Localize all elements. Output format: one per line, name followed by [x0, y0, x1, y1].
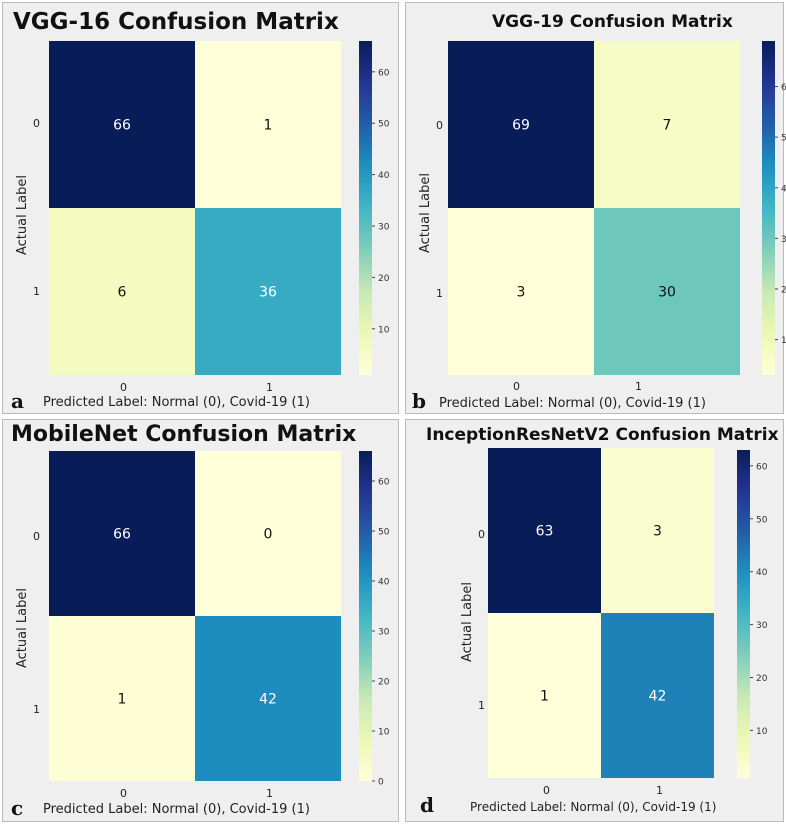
cell-value-label: 7	[663, 118, 672, 134]
cell-value-label: 36	[259, 285, 277, 301]
heatmap-cell-r1-c1	[195, 208, 341, 375]
cell-value-label: 42	[649, 689, 667, 705]
colorbar-tick-label: 10	[781, 336, 786, 346]
cell-value-label: 1	[264, 118, 273, 134]
panel-a: VGG-16 Confusion Matrix Actual Label 0 1…	[2, 2, 399, 414]
colorbar-tick-label: 30	[378, 222, 390, 232]
heatmap-cell-r1-c0	[49, 616, 195, 781]
cell-value-label: 66	[113, 527, 131, 543]
x-axis-label: Predicted Label: Normal (0), Covid-19 (1…	[439, 396, 706, 411]
colorbar	[359, 451, 372, 781]
heatmap-cell-r1-c1	[594, 208, 740, 375]
x-tick-0: 0	[543, 784, 550, 797]
x-tick-0: 0	[120, 381, 127, 394]
x-tick-1: 1	[266, 381, 273, 394]
y-tick-0: 0	[436, 119, 443, 132]
x-tick-1: 1	[266, 787, 273, 800]
colorbar-tick-label: 10	[378, 325, 390, 335]
cell-value-label: 3	[653, 524, 662, 540]
heatmap-cell-r1-c1	[601, 613, 714, 778]
cell-value-label: 0	[264, 527, 273, 543]
colorbar-tick-label: 20	[756, 674, 768, 684]
x-tick-0: 0	[513, 380, 520, 393]
cell-value-label: 42	[259, 692, 277, 708]
panel-b: VGG-19 Confusion Matrix Actual Label 0 1…	[405, 2, 786, 414]
heatmap-cell-r0-c1	[601, 448, 714, 613]
heatmap-cell-r1-c0	[488, 613, 601, 778]
cell-value-label: 63	[536, 524, 554, 540]
heatmap-a: 66 1 6 36 10 20 30 40 50 60	[49, 41, 390, 375]
panel-letter: a	[11, 389, 24, 413]
cell-value-label: 66	[113, 118, 131, 134]
y-tick-0: 0	[33, 117, 40, 130]
colorbar-tick-label: 40	[378, 578, 390, 588]
colorbar-tick-label: 50	[781, 134, 786, 144]
y-tick-0: 0	[33, 530, 40, 543]
panel-letter: b	[412, 389, 426, 413]
colorbar-tick-label: 40	[781, 184, 786, 194]
colorbar-tick-label: 60	[378, 68, 390, 78]
cell-value-label: 3	[517, 285, 526, 301]
x-axis-label: Predicted Label: Normal (0), Covid-19 (1…	[43, 802, 310, 817]
cell-value-label: 1	[118, 692, 127, 708]
colorbar-tick-label: 50	[756, 515, 768, 525]
y-tick-1: 1	[478, 699, 485, 712]
chart-title: VGG-19 Confusion Matrix	[492, 12, 733, 32]
heatmap-cell-r1-c0	[448, 208, 594, 375]
x-tick-0: 0	[120, 787, 127, 800]
chart-title: MobileNet Confusion Matrix	[11, 422, 357, 447]
colorbar-tick-label: 40	[756, 568, 768, 578]
x-axis-label: Predicted Label: Normal (0), Covid-19 (1…	[43, 395, 310, 410]
heatmap-cell-r0-c0	[49, 41, 195, 208]
x-tick-1: 1	[635, 380, 642, 393]
colorbar-tick-label: 20	[378, 678, 390, 688]
x-tick-1: 1	[656, 784, 663, 797]
panel-d: InceptionResNetV2 Confusion Matrix Actua…	[405, 419, 784, 822]
colorbar-tick-label: 60	[378, 478, 390, 488]
colorbar-tick-label: 10	[378, 728, 390, 738]
heatmap-b: 69 7 3 30 10 20 30 40 50 60	[448, 41, 786, 375]
heatmap-cell-r1-c0	[49, 208, 195, 375]
heatmap-cell-r0-c1	[195, 451, 341, 616]
colorbar-tick-label: 40	[378, 171, 390, 181]
y-tick-1: 1	[436, 287, 443, 300]
heatmap-cell-r1-c1	[195, 616, 341, 781]
colorbar-tick-label: 20	[781, 285, 786, 295]
colorbar-tick-label: 30	[756, 621, 768, 631]
colorbar-tick-label: 30	[378, 628, 390, 638]
colorbar-tick-label: 10	[756, 727, 768, 737]
y-tick-0: 0	[478, 528, 485, 541]
colorbar-tick-label: 20	[378, 274, 390, 284]
colorbar-tick-label: 0	[378, 778, 384, 788]
heatmap-cell-r0-c0	[448, 41, 594, 208]
colorbar-tick-label: 50	[378, 528, 390, 538]
cell-value-label: 69	[512, 118, 530, 134]
cell-value-label: 1	[540, 689, 549, 705]
heatmap-d: 63 3 1 42 10 20 30 40 50 60	[488, 448, 768, 778]
heatmap-cell-r0-c0	[488, 448, 601, 613]
colorbar	[359, 41, 372, 375]
panel-letter: d	[420, 793, 434, 817]
y-tick-1: 1	[33, 703, 40, 716]
y-tick-1: 1	[33, 285, 40, 298]
colorbar-tick-label: 60	[756, 462, 768, 472]
panel-letter: c	[11, 796, 24, 820]
chart-title: VGG-16 Confusion Matrix	[13, 9, 339, 35]
panel-c: MobileNet Confusion Matrix Actual Label …	[2, 419, 399, 822]
cell-value-label: 30	[658, 285, 676, 301]
colorbar-tick-label: 60	[781, 83, 786, 93]
heatmap-cell-r0-c1	[594, 41, 740, 208]
colorbar-tick-label: 50	[378, 120, 390, 130]
heatmap-cell-r0-c0	[49, 451, 195, 616]
cell-value-label: 6	[118, 285, 127, 301]
colorbar	[762, 41, 775, 375]
heatmap-cell-r0-c1	[195, 41, 341, 208]
x-axis-label: Predicted Label: Normal (0), Covid-19 (1…	[470, 800, 717, 814]
chart-title: InceptionResNetV2 Confusion Matrix	[426, 425, 779, 445]
colorbar	[737, 450, 750, 778]
heatmap-c: 66 0 1 42 0 10 20 30 40 50 60	[49, 451, 390, 788]
colorbar-tick-label: 30	[781, 235, 786, 245]
